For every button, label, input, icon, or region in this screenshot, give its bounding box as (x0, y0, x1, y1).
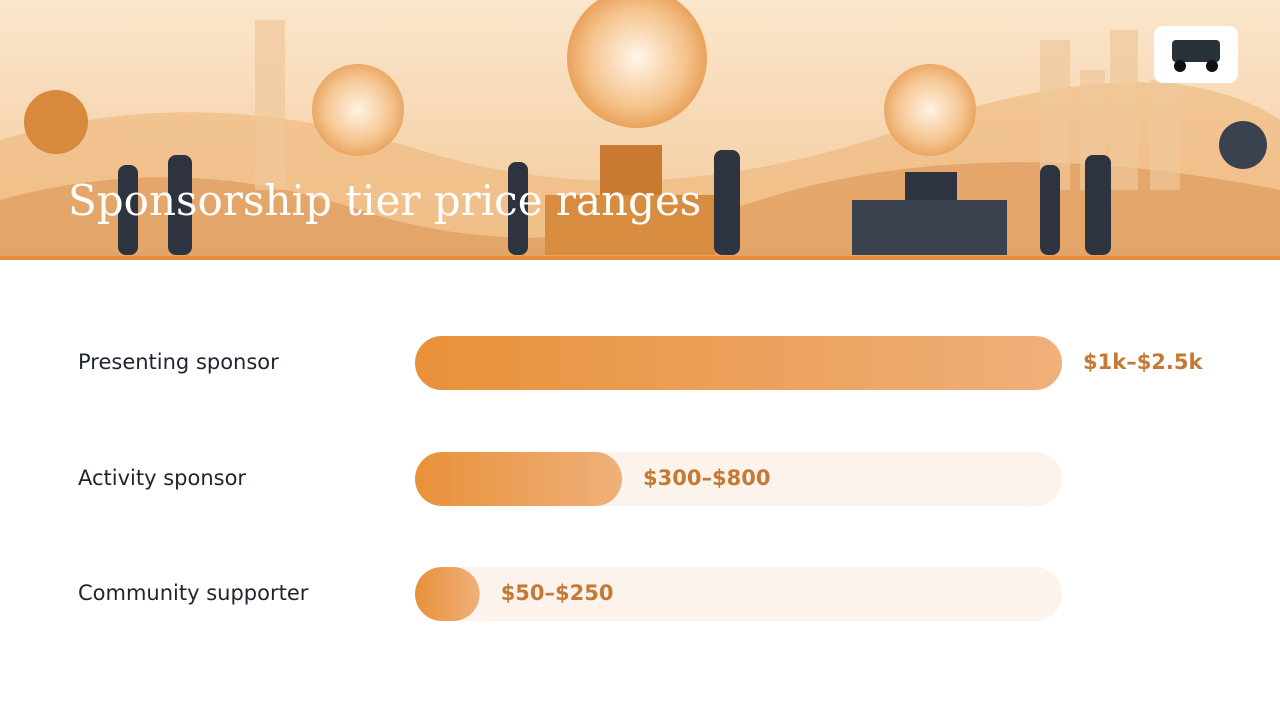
logo (1154, 26, 1238, 83)
category-label: Community supporter (78, 581, 309, 605)
banner: Sponsorship tier price ranges (0, 0, 1280, 260)
bar-track (415, 567, 1062, 621)
bar (415, 567, 480, 621)
category-label: Presenting sponsor (78, 350, 279, 374)
value-label: $1k–$2.5k (1083, 350, 1204, 374)
bar (415, 336, 1062, 390)
category-label: Activity sponsor (78, 466, 246, 490)
value-label: $50–$250 (501, 581, 614, 605)
slide-title: Sponsorship tier price ranges (68, 176, 701, 225)
value-label: $300–$800 (643, 466, 770, 490)
bar (415, 452, 623, 506)
